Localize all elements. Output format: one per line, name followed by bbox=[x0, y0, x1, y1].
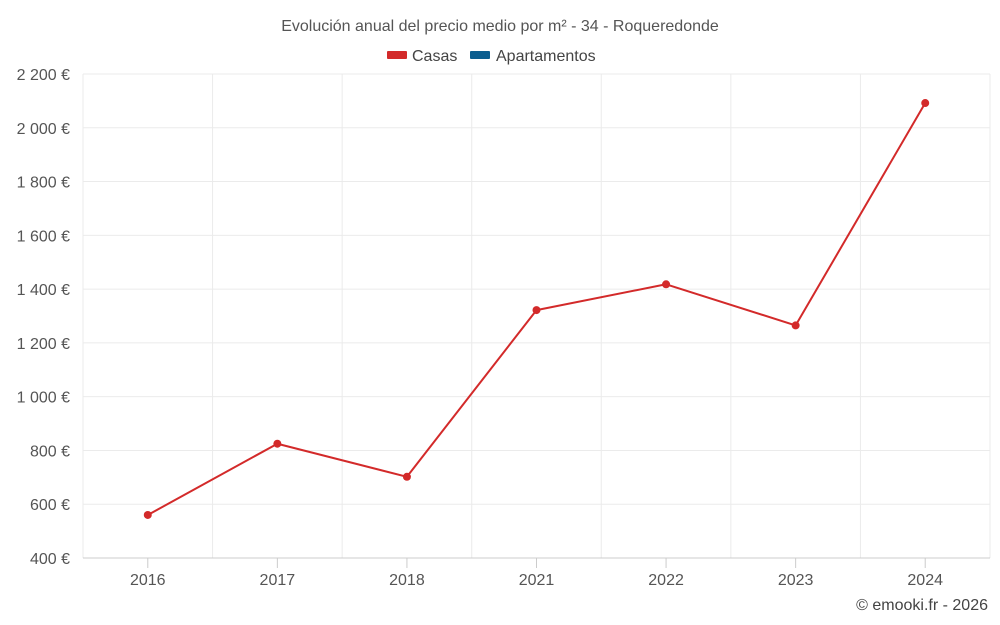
y-tick-label: 1 800 € bbox=[17, 175, 70, 192]
legend-swatch-casas bbox=[387, 51, 407, 59]
legend-label-apartamentos: Apartamentos bbox=[496, 48, 596, 65]
y-tick-label: 1 600 € bbox=[17, 228, 70, 245]
x-tick-label: 2016 bbox=[130, 572, 166, 589]
y-tick-label: 2 000 € bbox=[17, 121, 70, 138]
y-tick-label: 2 200 € bbox=[17, 67, 70, 84]
x-tick-label: 2021 bbox=[519, 572, 555, 589]
data-point-casas-2016[interactable] bbox=[143, 510, 152, 519]
x-tick-label: 2023 bbox=[778, 572, 814, 589]
y-tick-label: 600 € bbox=[30, 497, 70, 514]
legend-label-casas: Casas bbox=[412, 48, 457, 65]
y-tick-label: 400 € bbox=[30, 551, 70, 568]
data-point-casas-2017[interactable] bbox=[273, 439, 282, 448]
data-point-casas-2021[interactable] bbox=[532, 306, 541, 315]
x-tick-label: 2018 bbox=[389, 572, 425, 589]
chart-title: Evolución anual del precio medio por m² … bbox=[281, 18, 719, 35]
y-tick-label: 1 400 € bbox=[17, 282, 70, 299]
legend-swatch-apartamentos bbox=[470, 51, 490, 59]
y-tick-label: 1 200 € bbox=[17, 336, 70, 353]
x-tick-label: 2024 bbox=[907, 572, 943, 589]
y-tick-label: 800 € bbox=[30, 443, 70, 460]
data-point-casas-2024[interactable] bbox=[921, 99, 930, 108]
legend-item-apartamentos[interactable]: Apartamentos bbox=[470, 48, 596, 65]
data-point-casas-2023[interactable] bbox=[791, 321, 800, 330]
x-tick-label: 2022 bbox=[648, 572, 684, 589]
credit-text: © emooki.fr - 2026 bbox=[856, 597, 988, 614]
y-tick-label: 1 000 € bbox=[17, 390, 70, 407]
data-point-casas-2018[interactable] bbox=[402, 472, 411, 481]
legend-item-casas[interactable]: Casas bbox=[387, 48, 457, 65]
data-point-casas-2022[interactable] bbox=[662, 280, 671, 289]
legend: Casas Apartamentos bbox=[387, 48, 596, 65]
x-tick-label: 2017 bbox=[260, 572, 296, 589]
